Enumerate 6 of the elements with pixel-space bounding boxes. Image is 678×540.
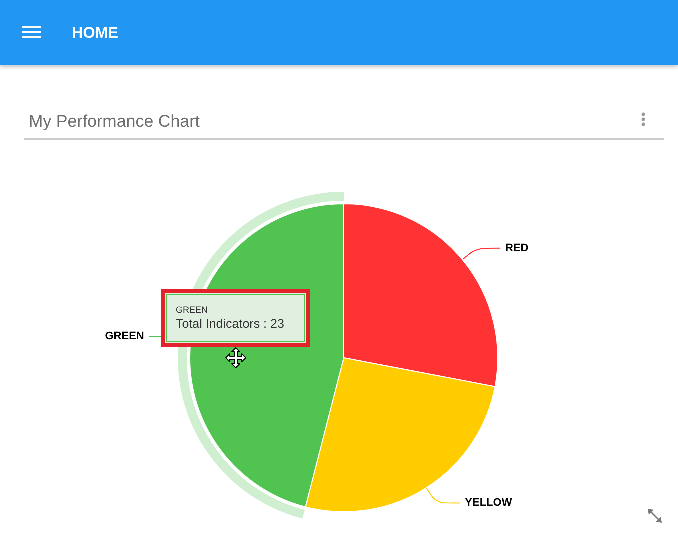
chart-title: My Performance Chart bbox=[29, 112, 200, 132]
tooltip: GREEN Total Indicators : 23 bbox=[161, 289, 310, 347]
slice-label: YELLOW bbox=[465, 497, 513, 510]
slice-label: RED bbox=[506, 242, 529, 254]
text: HOME bbox=[72, 25, 118, 43]
slice-label: GREEN bbox=[105, 330, 144, 342]
